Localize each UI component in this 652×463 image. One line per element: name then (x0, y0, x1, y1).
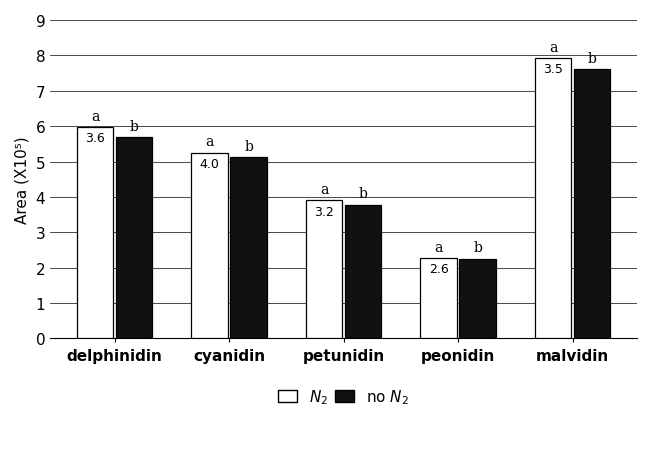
Text: 3.6: 3.6 (85, 132, 105, 145)
Text: 3.2: 3.2 (314, 205, 334, 218)
Bar (421, 258, 457, 339)
Text: a: a (205, 135, 214, 149)
Legend: $N_2$, no $N_2$: $N_2$, no $N_2$ (274, 383, 413, 411)
Bar (230, 157, 267, 339)
Text: b: b (244, 139, 253, 153)
Bar (306, 201, 342, 339)
Text: 3.5: 3.5 (543, 63, 563, 76)
Y-axis label: Area (X10⁵): Area (X10⁵) (15, 136, 30, 224)
Text: 4.0: 4.0 (200, 157, 220, 170)
Text: a: a (549, 41, 557, 55)
Text: b: b (359, 187, 368, 201)
Bar (191, 153, 228, 339)
Bar (116, 138, 153, 339)
Bar (345, 205, 381, 339)
Bar (535, 59, 571, 339)
Bar (77, 128, 113, 339)
Text: b: b (473, 241, 482, 255)
Text: 2.6: 2.6 (429, 263, 449, 275)
Text: a: a (434, 240, 443, 254)
Text: a: a (320, 183, 329, 197)
Bar (459, 259, 496, 339)
Text: b: b (130, 119, 138, 133)
Text: a: a (91, 110, 99, 124)
Bar (574, 70, 610, 339)
Text: b: b (587, 51, 597, 65)
